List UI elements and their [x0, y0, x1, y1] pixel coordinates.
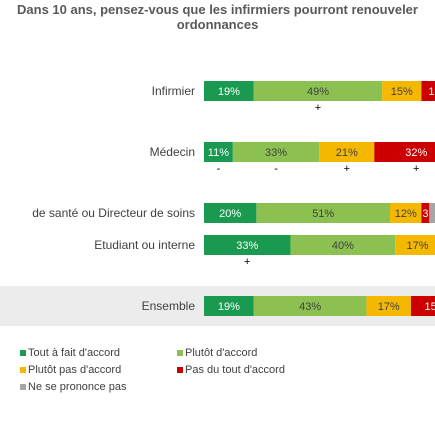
data-label: 19%	[218, 86, 240, 98]
data-label: 49%	[307, 86, 329, 98]
legend-item-pas-du-tout: Pas du tout d'accord	[177, 364, 285, 376]
legend-swatch	[20, 350, 26, 357]
legend-label: Ne se prononce pas	[28, 381, 127, 393]
significance-mark: +	[344, 163, 350, 175]
legend-label: Tout à fait d'accord	[28, 347, 120, 359]
data-label: 12%	[395, 208, 417, 220]
bar-segment	[204, 81, 254, 101]
data-label: 33%	[265, 147, 287, 159]
bar-segment	[390, 203, 422, 223]
legend-swatch	[20, 384, 26, 391]
legend-label: Plutôt pas d'accord	[28, 364, 122, 376]
significance-mark: +	[244, 256, 250, 268]
data-label: 19%	[218, 301, 240, 313]
bar-segment	[204, 296, 254, 316]
data-label: 3	[422, 208, 428, 220]
bar-segment	[204, 235, 291, 255]
data-label: 17%	[407, 240, 429, 252]
chart-title: Dans 10 ans, pensez-vous que les infirmi…	[0, 2, 435, 32]
data-label: 32%	[405, 147, 427, 159]
legend-item-nspp: Ne se prononce pas	[20, 381, 126, 393]
legend-item-tout-a-fait: Tout à fait d'accord	[20, 347, 120, 359]
chart-title-line-1: Dans 10 ans, pensez-vous que les infirmi…	[17, 2, 418, 17]
bar-segment	[204, 142, 233, 162]
bar-segment	[319, 142, 375, 162]
bar-segment	[429, 203, 435, 223]
data-label: 51%	[312, 208, 334, 220]
data-label: 15	[425, 301, 435, 313]
legend-label: Plutôt d'accord	[185, 347, 258, 359]
bar-segment	[366, 296, 411, 316]
bar-segment	[395, 235, 435, 255]
data-label: 15%	[391, 86, 413, 98]
category-label: de santé ou Directeur de soins	[32, 206, 195, 220]
stacked-bar-chart: Infirmier 19% 49% 15% 10 + Médecin 11% 33% 21% 32%…	[0, 81, 435, 326]
legend-swatch	[20, 367, 26, 374]
bar-segment	[410, 296, 435, 316]
category-label: Ensemble	[142, 299, 196, 313]
bar-segment	[374, 142, 435, 162]
legend-swatch	[177, 367, 183, 374]
bar-segment	[204, 203, 257, 223]
significance-mark: +	[315, 102, 321, 114]
data-label: 40%	[332, 240, 354, 252]
significance-mark: -	[274, 163, 278, 175]
category-label: Médecin	[150, 145, 195, 159]
bar-segment	[290, 235, 396, 255]
data-label: 17%	[378, 301, 400, 313]
bar-segment	[421, 81, 435, 101]
significance-mark: +	[413, 163, 419, 175]
bar-segment	[256, 203, 391, 223]
data-label: 21%	[336, 147, 358, 159]
data-label: 10	[428, 86, 435, 98]
data-label: 43%	[299, 301, 321, 313]
significance-mark: -	[217, 163, 221, 175]
bar-segment	[421, 203, 430, 223]
bar-segment	[232, 142, 320, 162]
data-label: 33%	[236, 240, 258, 252]
bar-segment	[253, 296, 367, 316]
chart-title-line-2: ordonnances	[176, 17, 259, 32]
legend-label: Pas du tout d'accord	[185, 364, 285, 376]
legend-item-plutot: Plutôt d'accord	[177, 347, 257, 359]
legend-swatch	[177, 350, 183, 357]
data-label: 20%	[219, 208, 241, 220]
data-label: 11%	[208, 147, 229, 159]
category-label: Infirmier	[152, 84, 195, 98]
bar-segment	[382, 81, 422, 101]
bar-segment	[253, 81, 383, 101]
category-label: Etudiant ou interne	[94, 238, 195, 252]
legend-item-plutot-pas: Plutôt pas d'accord	[20, 364, 121, 376]
